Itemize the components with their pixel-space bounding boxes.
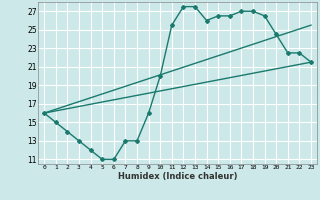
X-axis label: Humidex (Indice chaleur): Humidex (Indice chaleur) (118, 172, 237, 181)
